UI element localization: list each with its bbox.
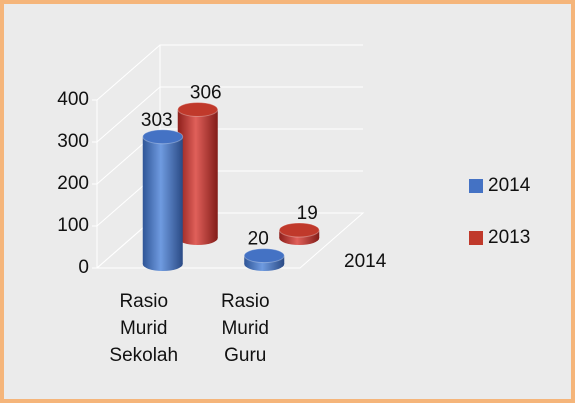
bar-top xyxy=(177,101,219,117)
grid-line xyxy=(96,212,363,269)
bar xyxy=(177,109,218,238)
bar-top xyxy=(243,248,285,264)
legend-label: 2014 xyxy=(488,175,531,196)
legend-swatch xyxy=(469,179,483,193)
y-tick-label: 100 xyxy=(57,215,89,236)
depth-label: 2014 xyxy=(344,251,387,272)
data-label: 306 xyxy=(190,82,222,103)
legend-swatch xyxy=(469,231,483,245)
data-label: 19 xyxy=(297,203,318,224)
data-label: 303 xyxy=(141,110,173,131)
grid-line xyxy=(96,44,363,101)
y-tick-label: 0 xyxy=(78,257,89,278)
bar-top xyxy=(278,222,320,238)
bar-top xyxy=(142,129,184,145)
y-tick-label: 300 xyxy=(57,131,89,152)
chart: 0 100 200 300 400 306 19 303 20 2014 2014 2013 xyxy=(57,44,531,278)
bar xyxy=(142,136,183,264)
grid-line xyxy=(96,170,363,227)
y-tick-label: 200 xyxy=(57,173,89,194)
x-tick-label: Rasio Murid Sekolah xyxy=(109,291,179,366)
y-tick-label: 400 xyxy=(57,89,89,110)
grid-line xyxy=(96,86,363,143)
legend-label: 2013 xyxy=(488,227,530,248)
grid-line xyxy=(96,128,363,185)
floor xyxy=(95,212,365,269)
data-label: 20 xyxy=(248,229,269,250)
x-tick-label: Rasio Murid Guru xyxy=(220,291,270,366)
